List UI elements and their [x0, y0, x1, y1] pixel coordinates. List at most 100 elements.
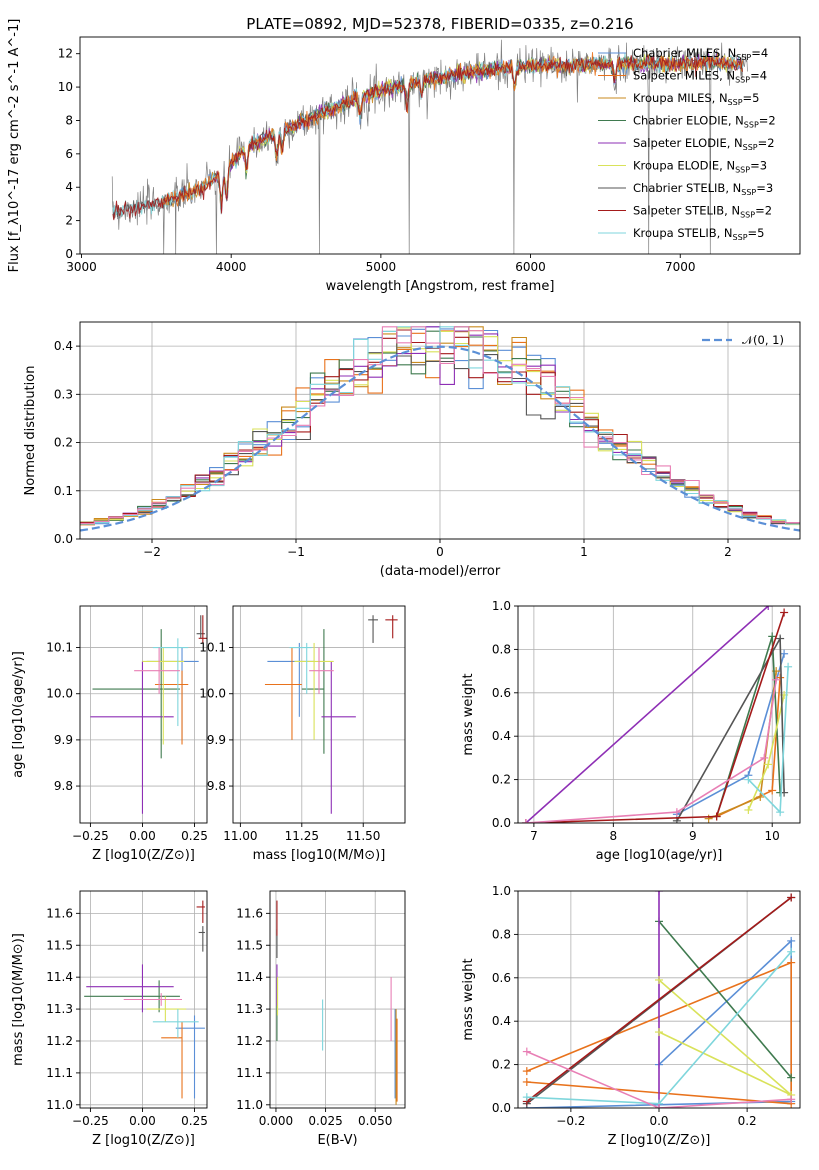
y-tick-label: 10.1: [199, 641, 226, 655]
axes-frame: [79, 605, 208, 824]
y-axis-label: age [log10(age/yr)]: [11, 651, 26, 778]
weight-marker: [522, 1077, 531, 1086]
y-tick-label: 0.8: [492, 927, 511, 941]
errorbar-point: [152, 1009, 199, 1038]
weight-marker: [780, 608, 789, 617]
y-tick-label: 0.2: [492, 1058, 511, 1072]
weight-line-salpeter-stelib: [526, 896, 792, 1103]
legend-label: 𝒩(0, 1): [742, 333, 784, 347]
x-tick-label: 6000: [515, 260, 546, 274]
x-tick-label: 0.00: [129, 1114, 156, 1128]
errorbar-point: [84, 980, 180, 1013]
y-tick-label: 9.8: [54, 779, 73, 793]
y-tick-label: 0.3: [54, 387, 73, 401]
x-tick-label: 5000: [366, 260, 397, 274]
chart-panels: 3000 4000 5000 6000 7000024681012wavelength …: [7, 19, 801, 1148]
errorbar-point: [90, 661, 174, 814]
weight-marker: [768, 632, 777, 641]
x-tick-label: 0.00: [129, 829, 156, 843]
legend-label: Salpeter ELODIE, NSSP=2: [633, 136, 775, 152]
axes-frame: [517, 890, 801, 1109]
errorbar-point: [161, 1021, 183, 1099]
weight-marker: [704, 814, 713, 823]
weight-line-salpeter-stelib: [525, 612, 785, 823]
weight-line-kroupa-elodie: [658, 979, 792, 1096]
errorbar-point: [301, 629, 325, 754]
y-tick-label: 11.0: [236, 1098, 263, 1112]
y-tick-label: 0.6: [492, 971, 511, 985]
y-tick-label: 2: [65, 214, 73, 228]
x-axis-label: Z [log10(Z/Z⊙)]: [608, 1133, 711, 1148]
y-tick-label: 0.8: [492, 642, 511, 656]
y-tick-label: 0: [65, 247, 73, 261]
weight-marker: [672, 808, 681, 817]
legend-label: Kroupa STELIB, NSSP=5: [633, 226, 764, 242]
model-spectrum-kroupa-stelib: [112, 53, 743, 217]
weight-marker: [655, 1104, 663, 1108]
weight-line-pink: [526, 1050, 792, 1108]
plot-area: [111, 39, 748, 254]
plot-area: [84, 900, 205, 1099]
x-tick-label: 0.25: [181, 829, 208, 843]
x-axis-label: wavelength [Angstrom, rest frame]: [326, 279, 555, 294]
weight-marker: [787, 1095, 796, 1104]
panel-weight_vs_Z: −0.2 0.0 0.2 0.0 0.2 0.4 0.6 0.8 1.0 Z [log10(Z/Z…: [461, 884, 801, 1148]
plot-area: [521, 606, 793, 823]
axes-frame: [79, 321, 801, 540]
x-tick-label: 3000: [66, 260, 97, 274]
x-axis-label: mass [log10(M/M⊙)]: [253, 848, 386, 863]
errorbar-point: [309, 647, 334, 694]
weight-marker: [756, 792, 765, 801]
y-tick-label: 11.2: [46, 1034, 73, 1048]
errorbar-point: [175, 1015, 205, 1099]
weight-marker: [712, 812, 721, 821]
weight-marker: [655, 891, 663, 895]
legend-label: Chabrier STELIB, NSSP=3: [633, 181, 773, 197]
errorbar-point: [289, 642, 312, 694]
y-axis-label: mass weight: [461, 673, 476, 755]
weight-marker: [522, 1067, 531, 1076]
weight-marker: [787, 936, 796, 945]
y-tick-label: 11.6: [46, 906, 73, 920]
weight-marker: [744, 805, 753, 814]
errorbar-point: [368, 615, 378, 643]
x-tick-label: 0.000: [259, 1114, 293, 1128]
figure-title: PLATE=0892, MJD=52378, FIBERID=0335, z=0…: [246, 15, 633, 33]
y-tick-label: 1.0: [492, 884, 511, 898]
y-tick-label: 0.0: [492, 1101, 511, 1115]
errorbar-point: [152, 638, 189, 727]
panel-age_vs_mass: 11.00 11.25 11.50 9.8 9.9 10.0 10.1 mass [log10…: [199, 605, 406, 863]
y-tick-label: 6: [65, 147, 73, 161]
panel-mass_vs_Z: −0.25 0.00 0.25 11.0 11.1 11.2 11.3 11.4 11.5 11.…: [11, 890, 208, 1148]
y-tick-label: 9.9: [207, 733, 226, 747]
weight-line-chabrier-elodie: [658, 920, 792, 1079]
y-tick-label: 9.8: [207, 779, 226, 793]
y-tick-label: 1.0: [492, 599, 511, 613]
errorbar-point: [294, 642, 334, 740]
x-axis-label: (data-model)/error: [380, 564, 501, 579]
axes-frame: [232, 605, 406, 824]
errorbar-point: [321, 661, 356, 814]
x-tick-label: −0.25: [72, 829, 109, 843]
y-tick-label: 11.2: [236, 1034, 263, 1048]
y-tick-label: 11.1: [236, 1066, 263, 1080]
histogram-pink: [80, 326, 800, 524]
weight-marker: [787, 947, 796, 956]
x-tick-label: 7000: [665, 260, 696, 274]
plot-area: [90, 615, 207, 814]
weight-marker: [522, 1047, 531, 1056]
weight-marker: [521, 819, 530, 823]
y-tick-label: 11.5: [236, 938, 263, 952]
errorbar-point: [198, 926, 205, 952]
y-tick-label: 10.1: [46, 641, 73, 655]
model-spectrum-salpeter-stelib: [112, 54, 743, 221]
axes-frame: [79, 890, 208, 1109]
errorbar-point: [385, 615, 398, 639]
weight-marker: [744, 775, 753, 784]
y-tick-label: 0.0: [54, 532, 73, 546]
weight-marker: [768, 786, 777, 795]
x-tick-label: 0.25: [181, 1114, 208, 1128]
plot-area: [276, 900, 398, 1105]
y-tick-label: 10.0: [199, 687, 226, 701]
